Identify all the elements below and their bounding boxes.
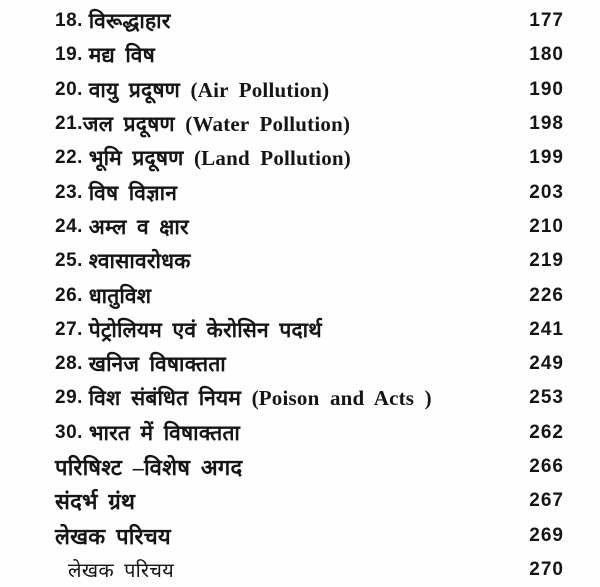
entry-title: पेट्रोलियम एवं केरोसिन पदार्थ [88,317,322,342]
entry-number: 28. [55,353,89,375]
entry-page-number: 262 [529,421,564,443]
entry-page-number: 269 [529,524,564,546]
entry-page-number: 266 [529,456,564,477]
entry-title: जल प्रदूषण (Water Pollution) [82,112,351,137]
entry-page-number: 270 [529,558,564,580]
toc-row: परिषिश्ट –विशेष अगद 266 [55,450,564,484]
entry-number: 18. [55,10,89,32]
entry-title: विरूद्धाहार [88,9,171,34]
entry-number: 23. [55,181,89,203]
entry-title: संदर्भ ग्रंथ [55,489,136,515]
toc-row: 30. भारत में विषाक्तता 262 [55,416,564,450]
toc-row: 20. वायु प्रदूषण (Air Pollution) 190 [55,73,564,107]
toc-row: 24. अम्ल व क्षार 210 [55,210,564,244]
entry-number: 20. [55,78,89,100]
entry-number: 25. [55,250,89,272]
entry-title: अम्ल व क्षार [88,214,189,239]
toc-row: 21. जल प्रदूषण (Water Pollution) 198 [55,107,564,141]
entry-number: 26. [55,284,89,306]
entry-title: वायु प्रदूषण (Air Pollution) [88,77,330,102]
entry-title: भारत में विषाक्तता [88,420,241,445]
entry-page-number: 199 [529,147,564,169]
entry-title: विश संबंधित नियम (Poison and Acts ) [88,386,432,411]
entry-number: 27. [55,318,89,340]
toc-row: 27. पेट्रोलियम एवं केरोसिन पदार्थ 241 [55,313,564,347]
entry-page-number: 253 [529,387,564,409]
entry-title: खनिज विषाक्तता [88,352,226,377]
entry-page-number: 210 [529,215,564,237]
toc-row: लेखक परिचय 270 [55,553,564,587]
entry-number: 24. [55,215,89,237]
entry-number: 19. [55,44,89,66]
toc-row: 18. विरूद्धाहार 177 [55,4,564,38]
toc-row: संदर्भ ग्रंथ 267 [55,484,564,518]
entry-page-number: 219 [529,250,564,272]
entry-page-number: 241 [529,318,564,340]
entry-title: विष विज्ञान [88,180,178,205]
entry-page-number: 198 [529,113,564,135]
entry-page-number: 203 [529,181,564,203]
entry-title: धातुविश [88,283,152,308]
toc-row: 22. भूमि प्रदूषण (Land Pollution) 199 [55,141,564,175]
entry-title: श्वासावरोधक [88,249,191,274]
entry-page-number: 177 [529,10,564,32]
entry-title: लेखक परिचय [55,523,171,549]
entry-page-number: 226 [529,284,564,306]
entry-page-number: 249 [529,353,564,375]
toc-row: लेखक परिचय 269 [55,518,564,552]
entry-page-number: 190 [529,78,564,100]
toc-row: 28. खनिज विषाक्तता 249 [55,347,564,381]
entry-page-number: 180 [529,44,564,66]
toc-row: 26. धातुविश 226 [55,278,564,312]
table-of-contents: 18. विरूद्धाहार 177 19. मद्य विष 180 20.… [55,4,564,587]
entry-number: 21. [55,113,83,135]
entry-number: 30. [55,421,89,443]
entry-title: लेखक परिचय [68,560,174,583]
entry-number: 29. [55,387,89,409]
toc-row: 29. विश संबंधित नियम (Poison and Acts ) … [55,381,564,415]
entry-page-number: 267 [529,490,564,512]
entry-title: मद्य विष [88,43,155,68]
entry-number: 22. [55,147,89,169]
entry-title: परिषिश्ट –विशेष अगद [55,455,243,480]
toc-row: 19. मद्य विष 180 [55,38,564,72]
entry-title: भूमि प्रदूषण (Land Pollution) [88,146,351,171]
toc-row: 25. श्वासावरोधक 219 [55,244,564,278]
toc-row: 23. विष विज्ञान 203 [55,175,564,209]
